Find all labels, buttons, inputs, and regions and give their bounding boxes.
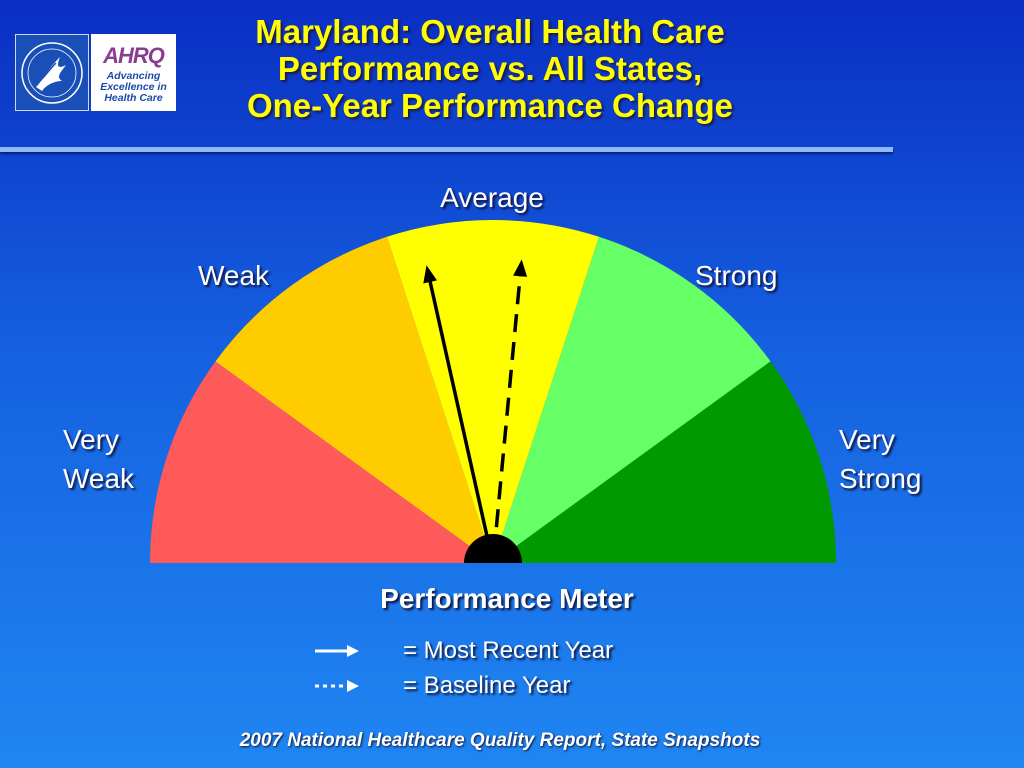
hhs-seal-logo (15, 34, 89, 111)
segment-label-average: Average (400, 180, 584, 216)
ahrq-tagline-line: Health Care (104, 92, 163, 104)
logo-group: AHRQ Advancing Excellence in Health Care (15, 34, 176, 111)
ahrq-logo-mark: AHRQ (103, 43, 165, 68)
ahrq-tagline-line: Excellence in (100, 81, 167, 93)
legend-most-recent: = Most Recent Year (313, 636, 713, 666)
segment-label-line: Weak (198, 260, 270, 291)
hhs-eagle-seal-icon (21, 42, 83, 104)
baseline-year-needle (492, 259, 528, 556)
legend-most-recent-label: = Most Recent Year (403, 637, 614, 664)
performance-meter-gauge (150, 220, 836, 564)
segment-label-very-weak: Very Weak (63, 420, 183, 498)
segment-label-weak: Weak (198, 258, 269, 294)
legend-baseline-label: = Baseline Year (403, 672, 571, 699)
title-line: Performance vs. All States, (277, 50, 703, 87)
ahrq-logo: AHRQ Advancing Excellence in Health Care (91, 34, 176, 111)
gauge-segment-very-weak (150, 361, 493, 563)
ahrq-tagline-line: Advancing (106, 70, 161, 82)
title-line: One-Year Performance Change (246, 87, 733, 124)
dashed-arrow-icon (315, 680, 359, 692)
solid-arrow-icon (315, 645, 359, 657)
segment-label-line: Very (63, 424, 120, 455)
most-recent-year-needle (423, 265, 493, 556)
gauge-segment-average (387, 220, 599, 563)
segment-label-line: Strong (839, 463, 922, 494)
segment-label-strong: Strong (695, 258, 778, 294)
legend-baseline: = Baseline Year (313, 671, 713, 701)
segment-label-line: Strong (695, 260, 778, 291)
segment-label-line: Weak (63, 463, 135, 494)
footer-source: 2007 National Healthcare Quality Report,… (239, 730, 761, 751)
title-line: Maryland: Overall Health Care (255, 13, 725, 50)
segment-label-line: Very (839, 424, 896, 455)
segment-label-line: Average (440, 182, 544, 213)
gauge-hub (464, 534, 522, 563)
title-divider (0, 147, 893, 152)
segment-label-very-strong: Very Strong (839, 420, 979, 498)
meter-title: Performance Meter (380, 583, 634, 614)
ahrq-tagline: Advancing Excellence in Health Care (91, 71, 176, 104)
gauge-segment-weak (215, 236, 493, 564)
gauge-segment-strong (493, 236, 771, 564)
gauge-segment-very-strong (493, 361, 836, 563)
slide-title: Maryland: Overall Health Care Performanc… (200, 13, 780, 124)
